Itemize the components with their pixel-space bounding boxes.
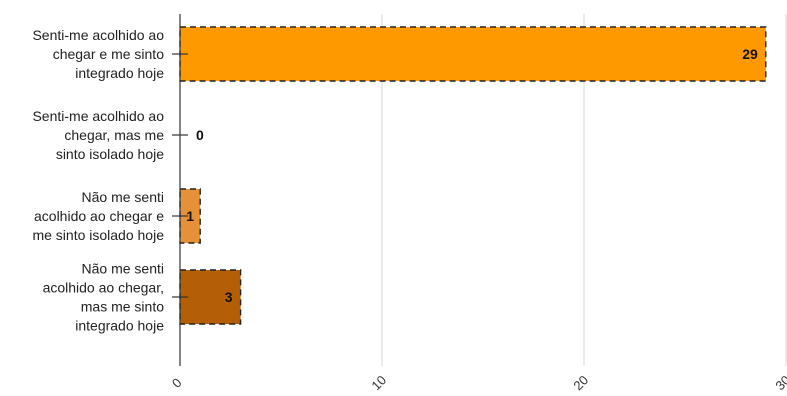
category-label: Senti-me acolhido ao chegar, mas me sinto … — [32, 108, 164, 162]
category-label-line: acolhido ao chegar e — [34, 208, 164, 224]
x-tick-label: 30 — [772, 372, 787, 393]
category-label: Não me senti acolhido ao chegar, mas me si… — [43, 261, 165, 334]
category-label-line: integrado hoje — [75, 65, 164, 81]
category-label-line: Senti-me acolhido ao — [32, 108, 164, 124]
bars — [172, 26, 767, 325]
category-label-line: Não me senti — [82, 189, 164, 205]
value-labels: 29 0 1 3 — [186, 46, 758, 305]
category-label-line: Não me senti — [82, 261, 164, 277]
category-label-line: acolhido ao chegar, — [43, 280, 164, 296]
bar — [179, 269, 242, 325]
category-label-line: integrado hoje — [75, 318, 164, 334]
category-label: Senti-me acolhido ao chegar e me sinto int… — [32, 27, 164, 81]
x-tick-label: 10 — [368, 372, 389, 393]
category-label-line: sinto isolado hoje — [56, 146, 164, 162]
x-tick-label: 20 — [570, 372, 591, 393]
category-label-line: chegar, mas me — [64, 127, 164, 143]
value-label: 3 — [225, 289, 233, 305]
bar — [179, 26, 767, 82]
category-label: Não me senti acolhido ao chegar e me sinto… — [32, 189, 164, 243]
category-label-line: me sinto isolado hoje — [32, 227, 164, 243]
x-tick-label: 0 — [169, 375, 185, 391]
category-labels: Senti-me acolhido ao chegar e me sinto int… — [32, 27, 164, 334]
category-label-line: chegar e me sinto — [53, 46, 164, 62]
x-tick-labels: 0 10 20 30 — [169, 372, 787, 393]
category-label-line: mas me sinto — [81, 299, 164, 315]
category-label-line: Senti-me acolhido ao — [32, 27, 164, 43]
value-label: 0 — [196, 127, 204, 143]
value-label: 1 — [186, 208, 194, 224]
value-label: 29 — [742, 46, 758, 62]
